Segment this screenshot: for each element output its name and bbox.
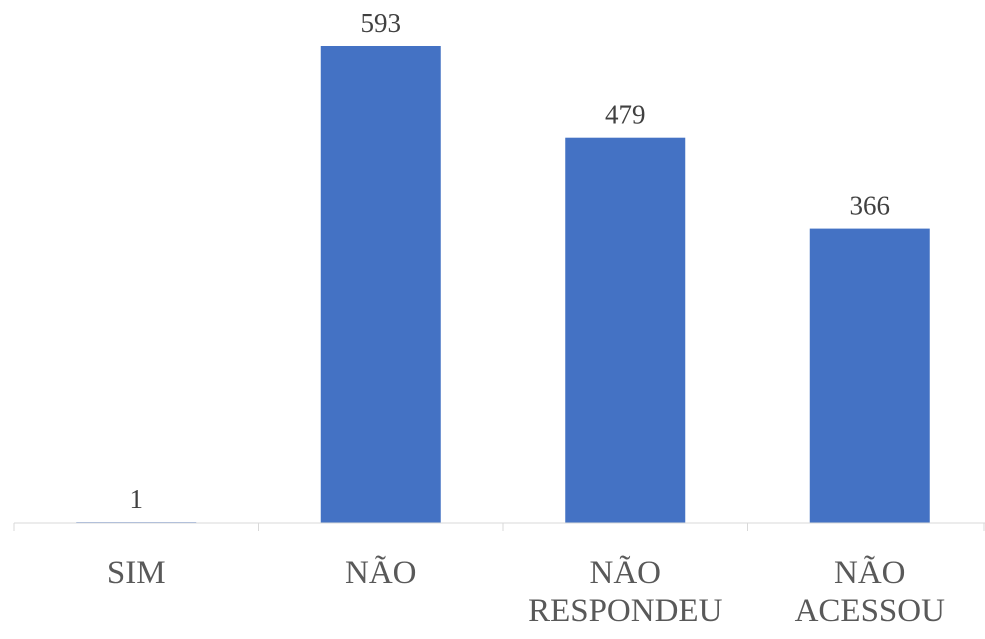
category-label: NÃO RESPONDEU	[528, 554, 723, 629]
category-label-line: NÃO	[345, 554, 417, 591]
category-label: SIM	[107, 555, 166, 591]
bar	[809, 228, 930, 523]
category-label-line: NÃO	[590, 554, 662, 591]
category-label: NÃO	[345, 554, 417, 591]
x-axis	[13, 522, 985, 531]
data-label: 366	[850, 191, 891, 221]
category-label-line: SIM	[107, 555, 166, 591]
data-label: 479	[605, 100, 646, 130]
category-label: NÃO ACESSOU	[795, 554, 946, 629]
bar	[320, 46, 441, 523]
data-label: 1	[130, 484, 144, 514]
category-label-line: RESPONDEU	[528, 593, 723, 629]
data-labels-layer: 1 593 479 366	[130, 8, 891, 514]
category-label-line: NÃO	[834, 554, 906, 591]
data-label: 593	[361, 8, 402, 38]
bars-layer	[76, 46, 930, 523]
bar	[565, 137, 686, 523]
category-label-line: ACESSOU	[795, 593, 946, 629]
